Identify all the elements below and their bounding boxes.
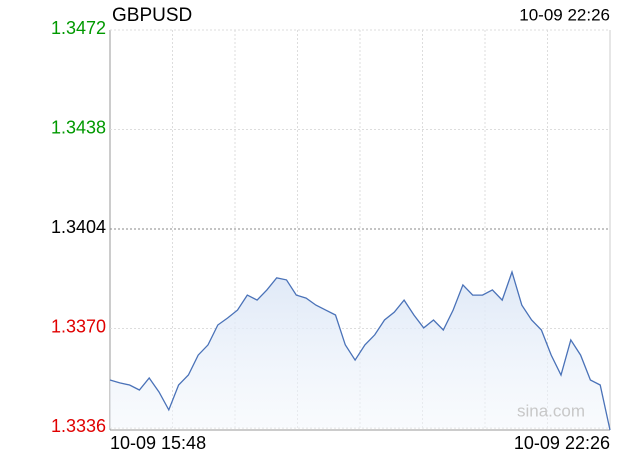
y-tick-label: 1.3404 (51, 217, 106, 237)
y-tick-label: 1.3370 (51, 316, 106, 336)
chart-title: GBPUSD (112, 5, 192, 26)
y-tick-label: 1.3438 (51, 117, 106, 137)
x-tick-label: 10-09 15:48 (110, 433, 206, 453)
x-tick-label: 10-09 22:26 (514, 433, 610, 453)
area (110, 272, 610, 430)
price-line (109, 269, 611, 431)
y-tick-label: 1.3336 (51, 416, 106, 436)
watermark: sina.com (517, 401, 585, 420)
y-tick-label: 1.3472 (51, 18, 106, 38)
timestamp: 10-09 22:26 (519, 5, 610, 24)
